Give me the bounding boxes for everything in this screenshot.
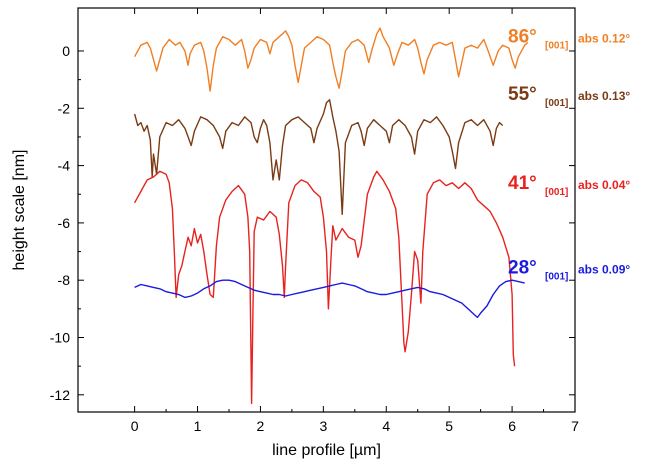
y-axis-title: height scale [nm] — [11, 150, 28, 271]
y-axis: 0 -2 -4 -6 -8 -10 -12 — [50, 43, 575, 403]
annotation-layer: 86° [001] abs 0.12° 55° [001] abs 0.13° 41° [00… — [508, 27, 630, 283]
series-line-1 — [133, 27, 529, 92]
x-tick-label: 7 — [571, 418, 579, 434]
abs-deviation-label: abs 0.04° — [578, 178, 630, 192]
series-layer — [133, 27, 529, 405]
abs-deviation-label: abs 0.09° — [578, 262, 630, 276]
angle-label: 55° — [508, 84, 537, 105]
y-tick-label: -6 — [58, 215, 71, 231]
angle-label: 41° — [508, 173, 537, 194]
x-tick-label: 2 — [257, 418, 265, 434]
series-annotation-3: 41° [001] abs 0.04° — [508, 173, 630, 198]
y-tick-label: -8 — [58, 272, 71, 288]
series-annotation-2: 55° [001] abs 0.13° — [508, 84, 630, 109]
plot-border — [77, 7, 576, 413]
series-annotation-1: 86° [001] abs 0.12° — [508, 27, 630, 52]
direction-label: [001] — [545, 271, 568, 282]
x-tick-label: 0 — [131, 418, 139, 434]
series-annotation-4: 28° [001] abs 0.09° — [508, 257, 630, 282]
y-tick-label: -2 — [58, 100, 71, 116]
direction-label: [001] — [545, 98, 568, 109]
direction-label: [001] — [545, 41, 568, 52]
y-tick-label: 0 — [62, 43, 70, 59]
plot-frame — [77, 7, 576, 413]
y-tick-label: -10 — [50, 330, 70, 346]
series-line-2 — [133, 99, 504, 215]
x-tick-label: 5 — [445, 418, 453, 434]
x-tick-label: 4 — [382, 418, 390, 434]
y-tick-label: -4 — [58, 158, 71, 174]
series-line-3 — [133, 170, 516, 405]
x-axis: 0 1 2 3 4 5 6 7 — [131, 8, 579, 434]
abs-deviation-label: abs 0.12° — [578, 32, 630, 46]
y-tick-label: -12 — [50, 387, 70, 403]
x-axis-title: line profile [µm] — [272, 442, 381, 459]
angle-label: 28° — [508, 257, 537, 278]
x-tick-label: 6 — [508, 418, 516, 434]
x-tick-label: 1 — [194, 418, 202, 434]
x-tick-label: 3 — [319, 418, 327, 434]
series-line-4 — [134, 279, 525, 319]
abs-deviation-label: abs 0.13° — [578, 89, 630, 103]
direction-label: [001] — [545, 187, 568, 198]
angle-label: 86° — [508, 27, 537, 48]
